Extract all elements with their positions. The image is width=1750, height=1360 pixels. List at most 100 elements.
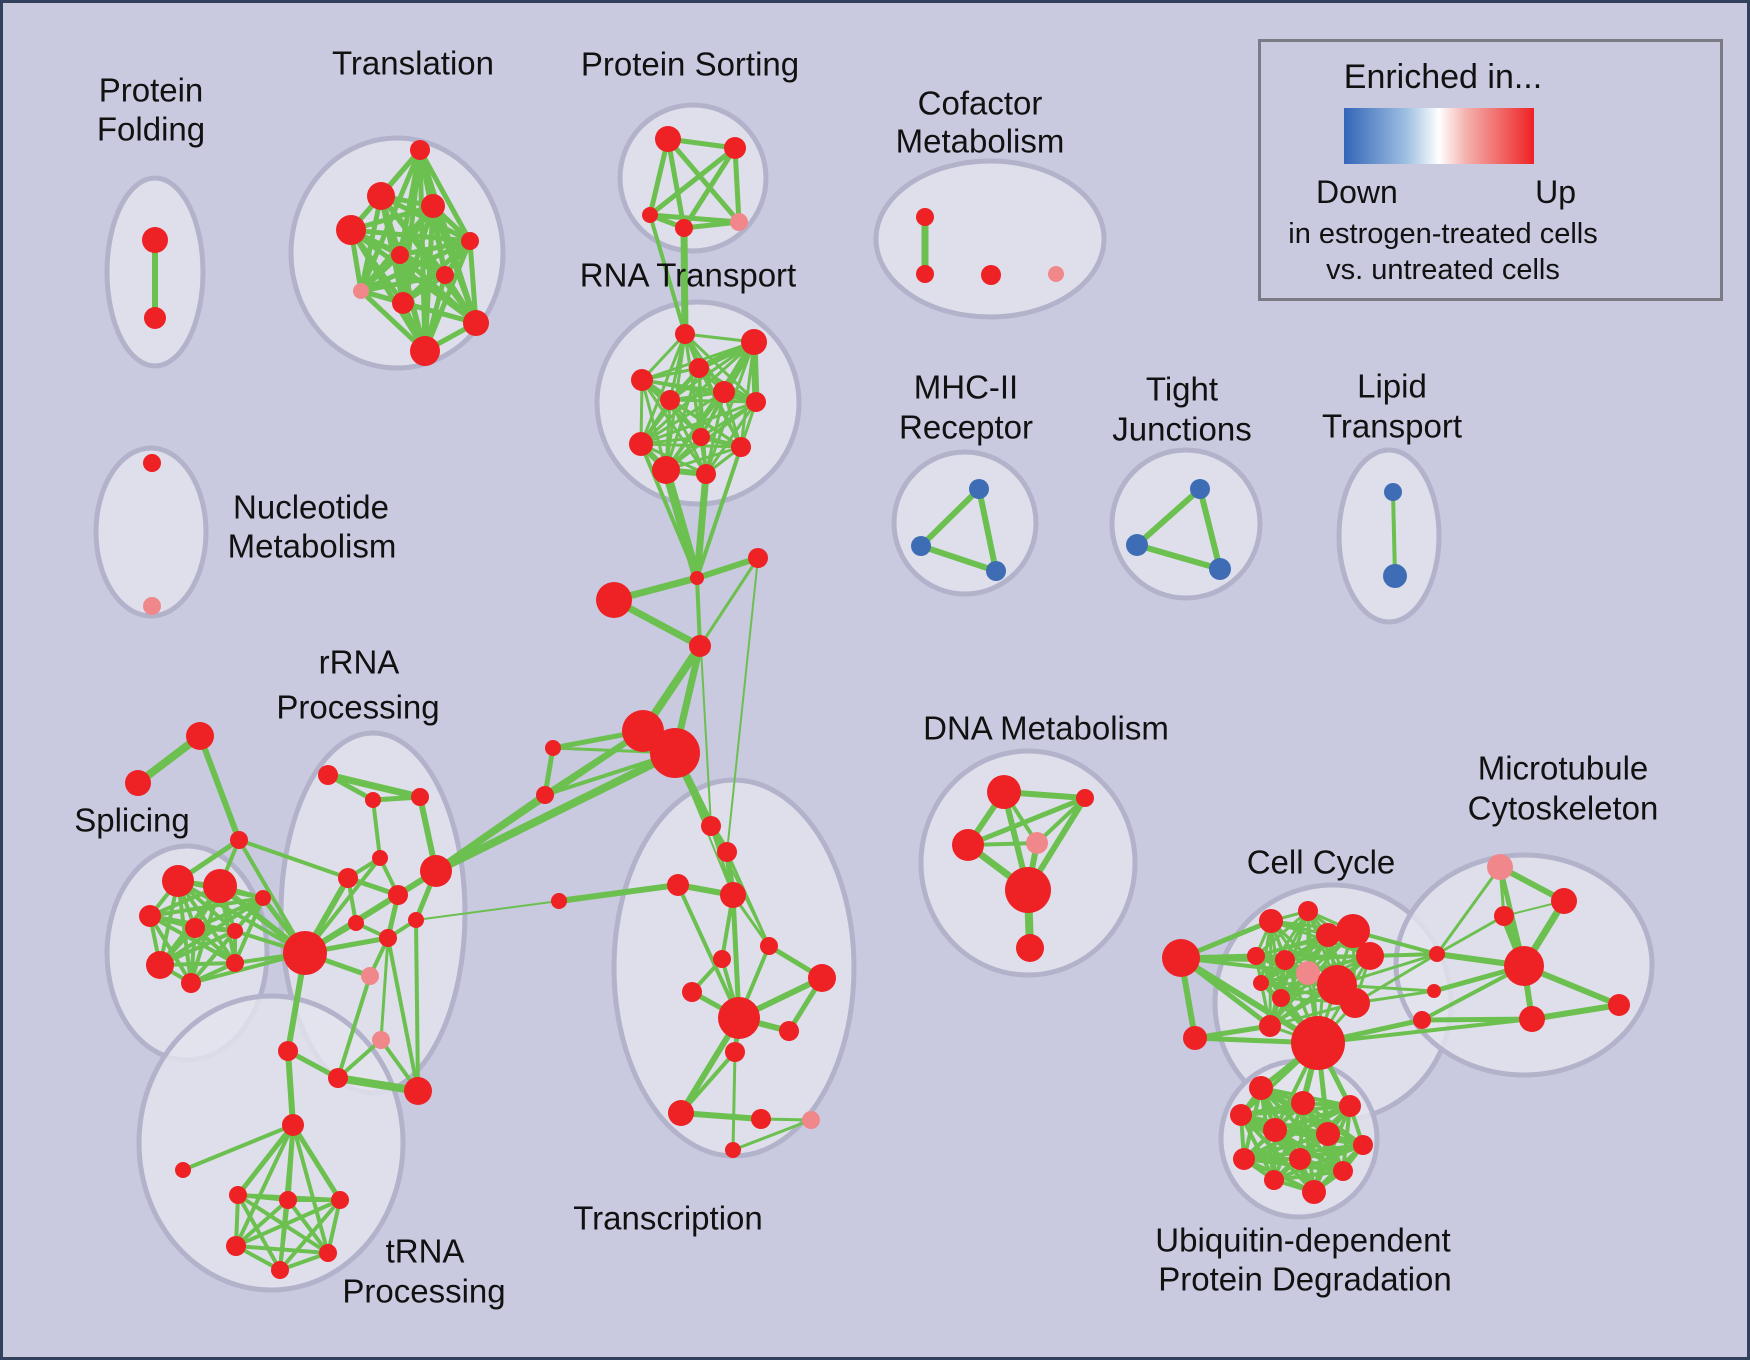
network-edge (649, 212, 740, 225)
gene-set-node-tr13 (668, 1100, 694, 1126)
network-edge (398, 253, 478, 325)
gene-set-node-cc12 (1272, 989, 1290, 1007)
network-edge (726, 557, 759, 853)
gene-set-node-s2 (203, 869, 237, 903)
network-edge (732, 1118, 812, 1152)
gene-set-node-d3 (952, 829, 984, 861)
gene-set-node-r8 (348, 915, 364, 931)
gene-set-node-s3 (139, 905, 161, 927)
gene-set-node-ps4 (675, 219, 693, 237)
gene-set-node-r16 (404, 1077, 432, 1105)
network-edge (918, 486, 982, 549)
gene-set-node-cf1 (916, 208, 934, 226)
gene-set-node-rt6 (713, 381, 735, 403)
network-edge (149, 896, 264, 918)
gene-set-node-ps5 (730, 213, 748, 231)
gene-set-node-u12 (1302, 1180, 1326, 1204)
gene-set-node-tr11 (779, 1021, 799, 1041)
network-edge (197, 734, 242, 842)
gene-set-node-r7 (388, 885, 408, 905)
gene-set-node-s8 (226, 954, 244, 972)
gene-set-node-u2 (1291, 1091, 1315, 1115)
gene-set-node-sa (186, 722, 214, 750)
network-edge (236, 1194, 282, 1271)
network-edge (1180, 956, 1309, 975)
network-edge (647, 138, 671, 216)
gene-set-node-c2 (748, 548, 768, 568)
network-edge (1194, 1023, 1271, 1041)
cluster-label-mhc-ii-receptor-line2: Receptor (899, 409, 1033, 446)
cluster-label-cofactor-metabolism-line2: Metabolism (896, 123, 1065, 160)
gene-set-node-n2 (143, 597, 161, 615)
gene-set-node-pf2 (144, 307, 166, 329)
cluster-label-dna-metabolism-line1: DNA Metabolism (923, 710, 1169, 747)
gene-set-node-t9 (392, 292, 414, 314)
cluster-label-cell-cycle-line1: Cell Cycle (1247, 844, 1396, 881)
gene-set-node-rt2 (741, 329, 767, 355)
legend-subtitle-line2: vs. untreated cells (1326, 254, 1560, 286)
gene-set-node-t5 (461, 232, 479, 250)
network-edge (1135, 486, 1202, 548)
cluster-label-nucleotide-metabolism-line2: Metabolism (228, 528, 397, 565)
gene-set-node-lp2 (1383, 564, 1407, 588)
gene-set-node-lp1 (1384, 483, 1402, 501)
network-edge (360, 272, 446, 294)
gene-set-node-h2 (650, 728, 700, 778)
legend-axis-labels: Down Up (1316, 174, 1576, 211)
gene-set-node-cc3 (1316, 923, 1340, 947)
network-edge (668, 399, 708, 475)
gene-set-node-t10 (463, 310, 489, 336)
network-edge (640, 390, 725, 446)
cluster-label-lipid-transport-line2: Transport (1322, 408, 1462, 445)
network-edge (278, 1198, 342, 1272)
gene-set-node-t2 (367, 182, 395, 210)
gene-set-node-r12 (361, 967, 379, 985)
network-edge (1136, 542, 1221, 572)
gene-set-node-mts (1494, 906, 1514, 926)
cluster-ellipse-cofactor-metabolism (873, 158, 1107, 320)
gene-set-node-m1 (969, 479, 989, 499)
gene-set-node-rt11 (652, 456, 680, 484)
network-edge (681, 146, 738, 230)
gene-set-node-tr4 (720, 882, 746, 908)
gene-set-node-trl (175, 1162, 191, 1178)
network-edge (177, 879, 306, 955)
cluster-label-ubiquitin-degradation-line2: Protein Degradation (1158, 1261, 1452, 1298)
network-edge (286, 1198, 330, 1255)
gene-set-node-tr10 (718, 997, 760, 1039)
gene-set-node-sb (125, 770, 151, 796)
gene-set-node-u11 (1264, 1170, 1284, 1190)
gene-set-node-trh (282, 1114, 304, 1136)
cluster-label-rrna-processing-line1: rRNA (319, 644, 400, 681)
gene-set-node-c1 (690, 571, 704, 585)
gene-set-node-d2 (1076, 789, 1094, 807)
network-edge (665, 138, 687, 229)
cluster-label-microtubule-cytoskeleton-line2: Cytoskeleton (1468, 790, 1659, 827)
gene-set-node-trn6 (271, 1261, 289, 1279)
gene-set-node-r3 (411, 788, 429, 806)
gene-set-node-mtc1 (1429, 946, 1445, 962)
gene-set-node-s1 (162, 865, 194, 897)
network-edge (669, 398, 757, 404)
gene-set-node-tr1 (701, 816, 721, 836)
network-edge (666, 137, 741, 224)
network-edge (1197, 488, 1223, 570)
gene-set-node-t8 (353, 283, 369, 299)
gene-set-node-cc4 (1336, 914, 1370, 948)
gene-set-node-tj1 (1190, 479, 1210, 499)
network-edge (415, 900, 560, 921)
gene-set-node-tr2 (717, 842, 737, 862)
gene-set-node-r11 (283, 931, 327, 975)
gene-set-node-u1 (1249, 1076, 1273, 1100)
legend-title: Enriched in... (1343, 58, 1543, 96)
gene-set-node-tr8 (808, 964, 836, 992)
cluster-label-nucleotide-metabolism-line1: Nucleotide (233, 489, 389, 526)
network-edge (695, 446, 743, 579)
gene-set-node-rt3 (689, 358, 709, 378)
network-edge (303, 868, 438, 956)
gene-set-node-pf1 (142, 227, 168, 253)
gene-set-node-cc6 (1247, 947, 1265, 965)
network-edge (1436, 914, 1505, 956)
network-edge (1243, 1132, 1329, 1161)
network-edge (558, 882, 679, 904)
